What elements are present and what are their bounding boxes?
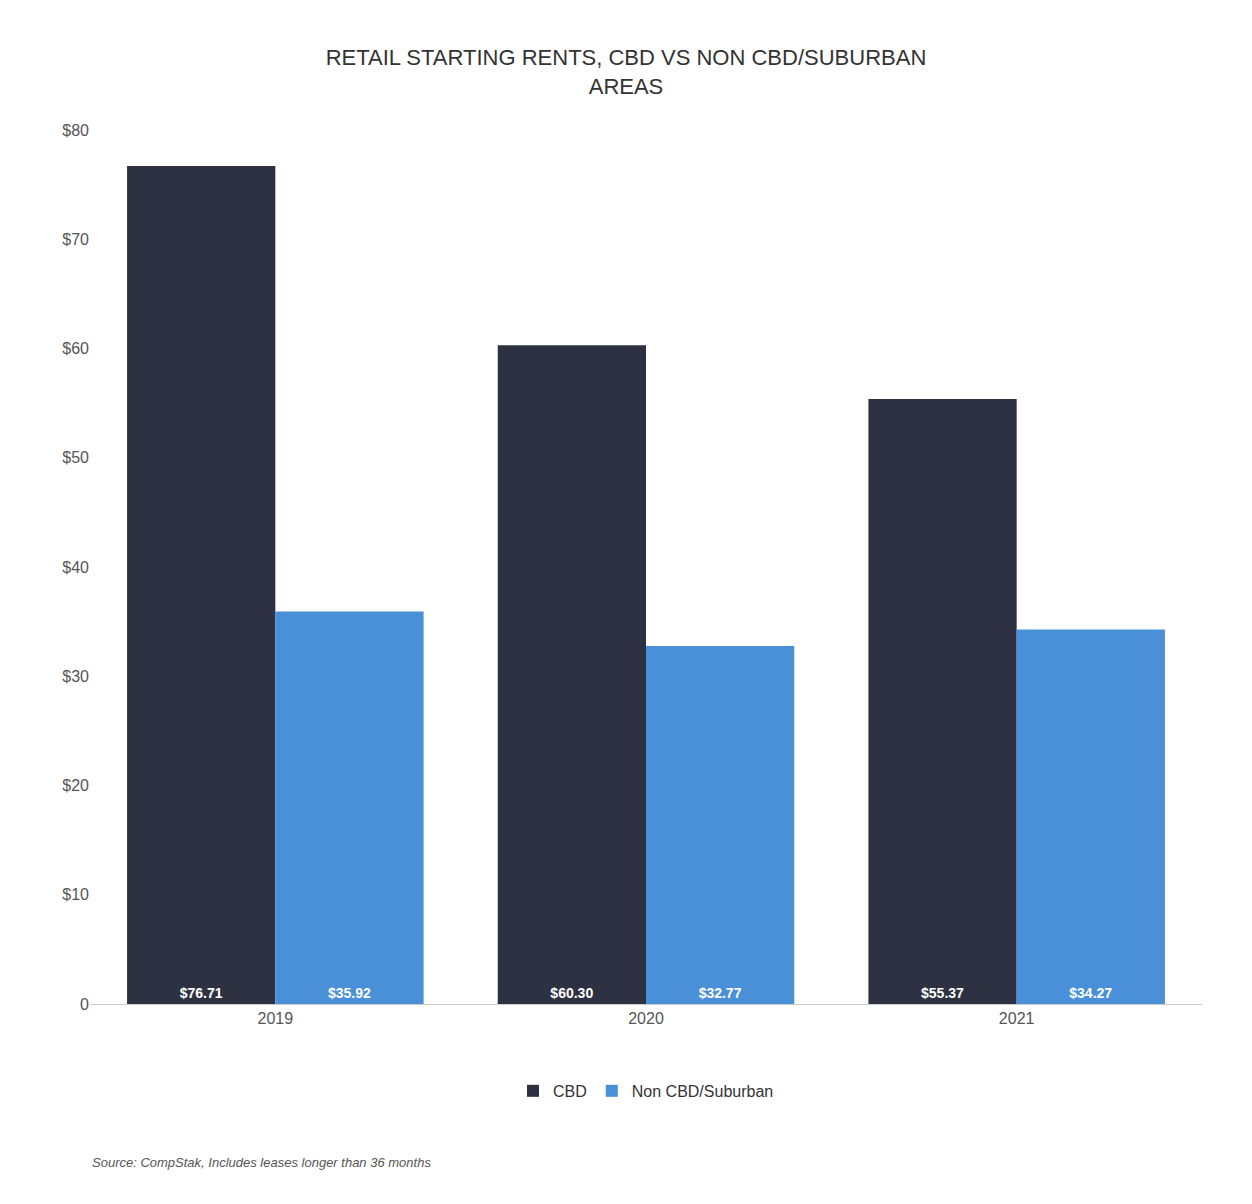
svg-text:$35.92: $35.92 [328, 985, 371, 1001]
svg-text:$30: $30 [62, 668, 89, 685]
svg-text:$60: $60 [62, 340, 89, 357]
svg-text:$50: $50 [62, 449, 89, 466]
svg-text:$20: $20 [62, 777, 89, 794]
svg-text:$40: $40 [62, 559, 89, 576]
svg-text:$60.30: $60.30 [550, 985, 593, 1001]
svg-text:$32.77: $32.77 [699, 985, 742, 1001]
svg-text:$76.71: $76.71 [180, 985, 223, 1001]
svg-text:0: 0 [80, 996, 89, 1013]
svg-text:$10: $10 [62, 886, 89, 903]
svg-text:2021: 2021 [999, 1010, 1035, 1027]
svg-text:$34.27: $34.27 [1069, 985, 1112, 1001]
svg-text:RETAIL STARTING RENTS, CBD VS: RETAIL STARTING RENTS, CBD VS NON CBD/SU… [326, 45, 927, 99]
svg-text:CBD: CBD [553, 1083, 587, 1100]
svg-text:Source: CompStak, Includes lea: Source: CompStak, Includes leases longer… [92, 1155, 431, 1170]
svg-text:2020: 2020 [628, 1010, 664, 1027]
svg-text:Non CBD/Suburban: Non CBD/Suburban [632, 1083, 773, 1100]
svg-text:$55.37: $55.37 [921, 985, 964, 1001]
svg-text:$80: $80 [62, 122, 89, 139]
svg-text:$70: $70 [62, 231, 89, 248]
svg-text:2019: 2019 [258, 1010, 294, 1027]
